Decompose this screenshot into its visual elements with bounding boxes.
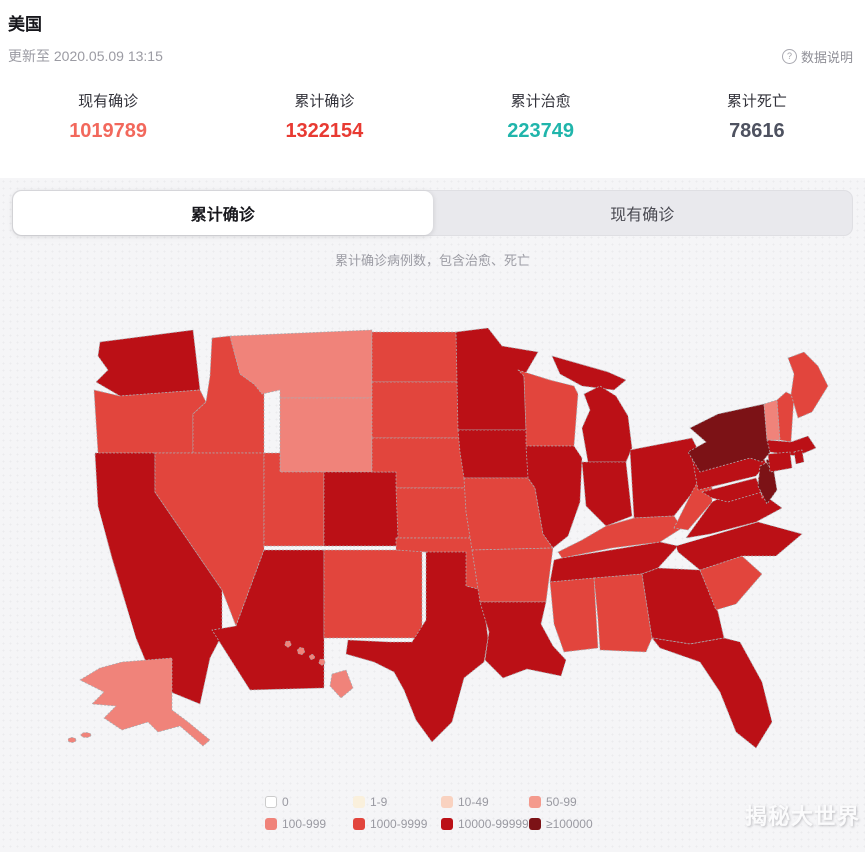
state-in[interactable] bbox=[581, 461, 633, 527]
stat-value: 1019789 bbox=[69, 120, 148, 142]
us-choropleth-map bbox=[67, 327, 829, 749]
state-me[interactable] bbox=[787, 351, 829, 419]
state-ia[interactable] bbox=[457, 429, 538, 479]
legend-item: 10000-99999 bbox=[441, 817, 529, 831]
legend-item: ≥100000 bbox=[529, 817, 617, 831]
legend-swatch bbox=[441, 796, 453, 808]
header: 美国 更新至 2020.05.09 13:15 ? 数据说明 bbox=[0, 0, 865, 66]
state-ak[interactable] bbox=[79, 657, 211, 747]
legend-item: 1-9 bbox=[353, 795, 441, 809]
state-az[interactable] bbox=[211, 549, 325, 691]
stat-total-deaths: 累计死亡 78616 bbox=[649, 90, 865, 143]
stats-row: 现有确诊 1019789 累计确诊 1322154 累计治愈 223749 累计… bbox=[0, 90, 865, 143]
state-hi-island[interactable] bbox=[284, 640, 292, 648]
legend-swatch bbox=[353, 818, 365, 830]
legend-item: 10-49 bbox=[441, 795, 529, 809]
stat-label: 累计确诊 bbox=[294, 93, 355, 110]
state-hi-island[interactable] bbox=[297, 647, 305, 655]
state-ny[interactable] bbox=[687, 403, 773, 473]
state-va[interactable] bbox=[685, 491, 783, 539]
update-time: 更新至 2020.05.09 13:15 bbox=[8, 48, 163, 64]
legend-item: 0 bbox=[265, 795, 353, 809]
state-mi-upper[interactable] bbox=[551, 355, 627, 391]
state-ma[interactable] bbox=[766, 435, 817, 457]
legend-swatch bbox=[265, 796, 277, 808]
state-fl[interactable] bbox=[651, 637, 773, 749]
state-hi-island[interactable] bbox=[318, 658, 326, 666]
watermark: 揭秘大世界 bbox=[744, 804, 860, 829]
legend-swatch bbox=[265, 818, 277, 830]
tab-bar: 累计确诊 现有确诊 bbox=[12, 190, 853, 236]
data-help-link[interactable]: ? 数据说明 bbox=[781, 47, 853, 66]
state-nm[interactable] bbox=[323, 549, 423, 639]
stat-label: 累计治愈 bbox=[510, 93, 571, 110]
legend-label: ≥100000 bbox=[546, 817, 593, 831]
state-nc[interactable] bbox=[675, 521, 803, 571]
legend-item: 1000-9999 bbox=[353, 817, 441, 831]
legend-swatch bbox=[441, 818, 453, 830]
state-ca[interactable] bbox=[94, 452, 223, 705]
legend-item: 100-999 bbox=[265, 817, 353, 831]
legend-label: 10-49 bbox=[458, 795, 489, 809]
stat-value: 1322154 bbox=[285, 120, 364, 142]
legend-label: 0 bbox=[282, 795, 289, 809]
map-legend: 0 1-9 10-49 50-99 100-999 1000-9999 1000… bbox=[265, 795, 617, 831]
state-mn[interactable] bbox=[455, 327, 539, 431]
state-hi-island[interactable] bbox=[309, 654, 315, 660]
legend-swatch bbox=[353, 796, 365, 808]
state-wy[interactable] bbox=[279, 397, 373, 473]
legend-swatch bbox=[529, 818, 541, 830]
legend-item: 50-99 bbox=[529, 795, 617, 809]
stat-current-confirmed: 现有确诊 1019789 bbox=[0, 90, 216, 143]
legend-label: 100-999 bbox=[282, 817, 327, 831]
legend-label: 50-99 bbox=[546, 795, 577, 809]
state-nd[interactable] bbox=[371, 331, 459, 383]
state-al[interactable] bbox=[593, 573, 653, 653]
state-ri[interactable] bbox=[793, 449, 805, 465]
state-ks[interactable] bbox=[395, 487, 479, 539]
state-wi[interactable] bbox=[517, 369, 579, 447]
data-help-label: 数据说明 bbox=[800, 49, 853, 65]
stat-value: 223749 bbox=[507, 120, 574, 142]
state-ct[interactable] bbox=[767, 451, 793, 473]
stat-value: 78616 bbox=[729, 120, 785, 142]
state-hi[interactable] bbox=[329, 669, 354, 699]
map-section: 累计确诊 现有确诊 累计确诊病例数，包含治愈、死亡 bbox=[0, 178, 865, 852]
legend-label: 1000-9999 bbox=[370, 817, 428, 831]
tab-total-confirmed[interactable]: 累计确诊 bbox=[13, 191, 433, 235]
state-il[interactable] bbox=[525, 445, 583, 549]
state-or[interactable] bbox=[93, 389, 207, 454]
legend-label: 1-9 bbox=[370, 795, 388, 809]
stat-total-confirmed: 累计确诊 1322154 bbox=[216, 90, 432, 143]
legend-swatch bbox=[529, 796, 541, 808]
stat-total-cured: 累计治愈 223749 bbox=[433, 90, 649, 143]
state-nh[interactable] bbox=[776, 391, 795, 443]
stat-label: 现有确诊 bbox=[78, 93, 139, 110]
state-ak-island[interactable] bbox=[80, 732, 92, 738]
state-wv[interactable] bbox=[673, 477, 713, 531]
state-ak-island[interactable] bbox=[67, 737, 77, 743]
question-circle-icon: ? bbox=[781, 48, 797, 64]
state-md[interactable] bbox=[701, 477, 763, 503]
state-vt[interactable] bbox=[763, 399, 781, 441]
state-la[interactable] bbox=[479, 601, 567, 679]
tab-current-confirmed[interactable]: 现有确诊 bbox=[610, 207, 675, 224]
state-ar[interactable] bbox=[471, 547, 554, 603]
state-ut[interactable] bbox=[263, 452, 325, 547]
state-sd[interactable] bbox=[371, 381, 461, 439]
legend-label: 10000-99999 bbox=[458, 817, 529, 831]
state-mi[interactable] bbox=[581, 385, 633, 463]
state-wa[interactable] bbox=[95, 329, 201, 397]
page-title: 美国 bbox=[8, 15, 42, 34]
state-ms[interactable] bbox=[549, 577, 599, 653]
state-mt[interactable] bbox=[229, 329, 373, 399]
stat-label: 累计死亡 bbox=[726, 93, 787, 110]
map-caption: 累计确诊病例数，包含治愈、死亡 bbox=[334, 253, 530, 268]
